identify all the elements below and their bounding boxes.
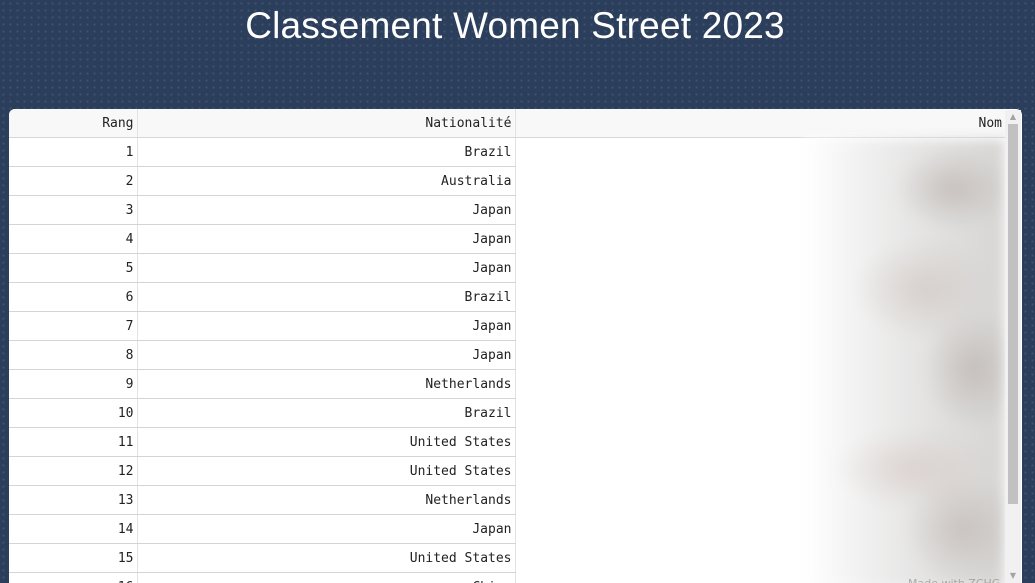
nationality-cell: Japan (136, 253, 515, 283)
rank-cell: 9 (9, 369, 137, 399)
nationality-cell: Japan (136, 514, 515, 544)
table-row[interactable]: 5 Japan (9, 253, 1005, 283)
nationality-cell: Japan (136, 195, 515, 225)
nationality-cell: Japan (136, 340, 515, 370)
redacted-names-blur (803, 139, 1005, 583)
nationality-cell: China (136, 572, 515, 583)
nationality-cell: United States (136, 427, 515, 457)
scrollbar-thumb[interactable] (1008, 124, 1018, 504)
vertical-scrollbar[interactable]: ▲ ▼ (1005, 110, 1021, 583)
rank-cell: 10 (9, 398, 137, 428)
rank-cell: 2 (9, 166, 137, 196)
scroll-down-arrow-icon[interactable]: ▼ (1009, 571, 1017, 580)
nationality-cell: Australia (136, 166, 515, 196)
rank-cell: 11 (9, 427, 137, 457)
nationality-cell: Brazil (136, 137, 515, 167)
table-row[interactable]: 16China (9, 572, 1005, 583)
nationality-cell: Japan (136, 224, 515, 254)
table-header-row: Rang Nationalité Nom (9, 109, 1005, 138)
rank-cell: 14 (9, 514, 137, 544)
rank-cell: 6 (9, 282, 137, 312)
rank-cell: 7 (9, 311, 137, 341)
nationality-cell: Japan (136, 311, 515, 341)
column-header-nationalite[interactable]: Nationalité (136, 109, 515, 138)
nationality-cell: United States (136, 543, 515, 573)
rank-cell: 4 (9, 224, 137, 254)
rank-cell: 5 (9, 253, 137, 283)
rank-cell: 15 (9, 543, 137, 573)
rank-cell: 16 (9, 572, 137, 583)
scroll-up-arrow-icon[interactable]: ▲ (1009, 112, 1017, 121)
name-cell (514, 572, 1005, 583)
rank-cell: 8 (9, 340, 137, 370)
rank-cell: 3 (9, 195, 137, 225)
ranking-table-panel: Rang Nationalité Nom 1 Brazil 2 Australia 3 J… (9, 109, 1022, 583)
nationality-cell: Brazil (136, 398, 515, 428)
table-row[interactable]: 2 Australia (9, 166, 1005, 196)
page-title: Classement Women Street 2023 (245, 5, 785, 46)
nationality-cell: Netherlands (136, 369, 515, 399)
rank-cell: 13 (9, 485, 137, 515)
nationality-cell: United States (136, 456, 515, 486)
watermark: Made with ZCHG (908, 577, 1000, 583)
column-header-rang[interactable]: Rang (9, 109, 137, 138)
column-header-nom[interactable]: Nom (514, 109, 1005, 138)
nationality-cell: Netherlands (136, 485, 515, 515)
rank-cell: 12 (9, 456, 137, 486)
rank-cell: 1 (9, 137, 137, 167)
nationality-cell: Brazil (136, 282, 515, 312)
